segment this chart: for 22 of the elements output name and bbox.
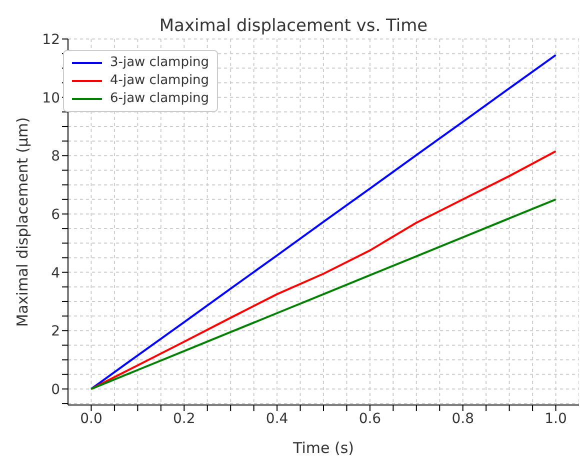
- y-tick-label: 4: [51, 265, 60, 282]
- legend-label: 3-jaw clamping: [110, 54, 210, 72]
- x-axis-title: Time (s): [292, 439, 354, 457]
- y-tick-label: 6: [51, 206, 60, 223]
- x-tick-label: 0.0: [80, 410, 102, 427]
- line-series: [90, 54, 557, 390]
- chart-title: Maximal displacement vs. Time: [159, 16, 428, 36]
- y-axis-title: Maximal displacement (µm): [13, 117, 32, 327]
- y-tick-label: 12: [42, 32, 60, 48]
- legend-label: 6-jaw clamping: [110, 90, 210, 108]
- y-tick-label: 8: [51, 148, 60, 165]
- y-tick-label: 0: [51, 382, 60, 398]
- x-tick-label: 1.0: [544, 410, 567, 427]
- line-series: [90, 198, 557, 390]
- line-series: [90, 150, 557, 390]
- x-tick-label: 0.8: [452, 410, 474, 427]
- x-tick-label: 0.4: [266, 410, 288, 427]
- y-tick-label: 2: [51, 324, 60, 340]
- y-tick-label: 10: [42, 90, 60, 106]
- legend-label: 4-jaw clamping: [110, 72, 210, 90]
- x-tick-label: 0.2: [173, 410, 196, 427]
- x-tick-label: 0.6: [358, 410, 382, 427]
